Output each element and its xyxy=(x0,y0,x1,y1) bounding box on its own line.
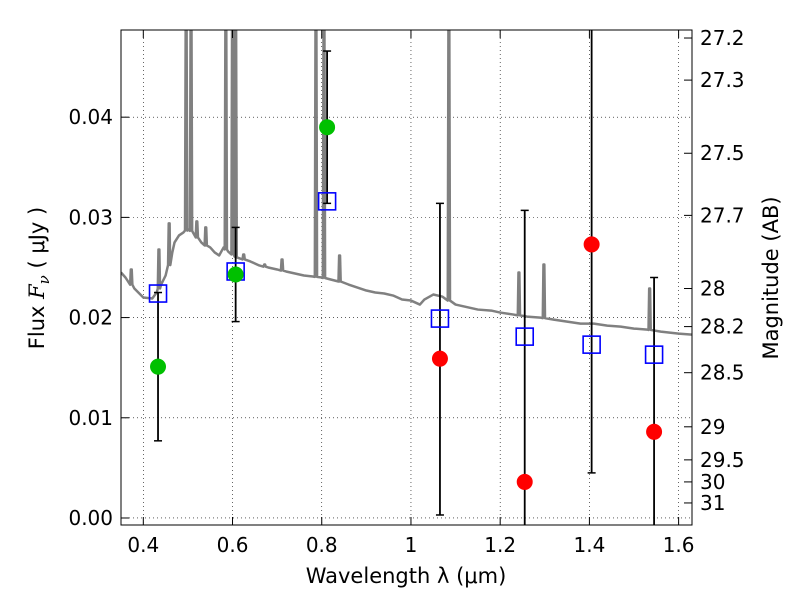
x-tick-label: 0.4 xyxy=(127,533,159,557)
y2-tick-label: 29 xyxy=(700,415,725,439)
detection-point xyxy=(227,266,244,283)
y2-tick-label: 29.5 xyxy=(700,448,745,472)
x-tick-label: 0.8 xyxy=(306,533,338,557)
data-layer xyxy=(121,30,692,525)
model-point-square xyxy=(644,345,664,364)
x-tick-label: 1.4 xyxy=(573,533,605,557)
x-tick-label: 1 xyxy=(405,533,418,557)
detection-point xyxy=(319,119,336,136)
y-tick-label: 0.01 xyxy=(68,406,113,430)
nondetection-point xyxy=(431,350,448,367)
grid-lines xyxy=(121,30,692,525)
y-tick-label: 0.03 xyxy=(68,205,113,229)
model-point-square xyxy=(582,335,601,354)
y2-tick-label: 27.2 xyxy=(700,26,745,50)
x-tick-label: 1.6 xyxy=(663,533,695,557)
y2-tick-label: 27.3 xyxy=(700,68,745,92)
y-axis-label-prefix: Flux xyxy=(25,299,49,349)
y-axis-label-suffix: ( μJy ) xyxy=(25,207,49,275)
y-axis-label-symbol: F xyxy=(25,283,49,300)
nondetection-point xyxy=(516,473,533,490)
model-point-square xyxy=(430,309,450,328)
y2-tick-label: 27.5 xyxy=(700,141,745,165)
y2-tick-label: 28.2 xyxy=(700,315,745,339)
y2-tick-label: 30 xyxy=(700,470,725,494)
y-tick-label: 0.04 xyxy=(68,105,113,129)
x-tick-label: 1.2 xyxy=(484,533,516,557)
y2-tick-label: 28 xyxy=(700,277,725,301)
detection-point xyxy=(150,358,167,375)
plot-frame xyxy=(120,29,693,526)
template-spectrum-line xyxy=(121,30,692,336)
x-tick-label: 0.6 xyxy=(217,533,249,557)
y2-tick-label: 31 xyxy=(700,491,725,515)
x-axis-label: Wavelength λ (μm) xyxy=(306,564,507,588)
axes: 0.4 0.6 0.8 1 1.2 1.4 1.6 0.00 0.01 0.02 0.03 0.04 2… xyxy=(68,26,744,557)
nondetection-point xyxy=(646,423,663,440)
y-axis-label-subscript: ν xyxy=(35,275,53,284)
y-axis-label: Flux Fν ( μJy ) xyxy=(25,207,53,349)
y2-axis-label: Magnitude (AB) xyxy=(759,196,783,359)
model-point-square xyxy=(515,327,535,346)
y2-tick-label: 28.5 xyxy=(700,361,745,385)
y-tick-label: 0.02 xyxy=(68,306,113,330)
plot-area xyxy=(121,30,692,525)
model-point-square xyxy=(317,192,337,211)
y2-tick-label: 27.7 xyxy=(700,203,745,227)
nondetection-point xyxy=(583,236,600,253)
y-tick-label: 0.00 xyxy=(68,506,113,530)
model-point-square xyxy=(148,284,168,303)
